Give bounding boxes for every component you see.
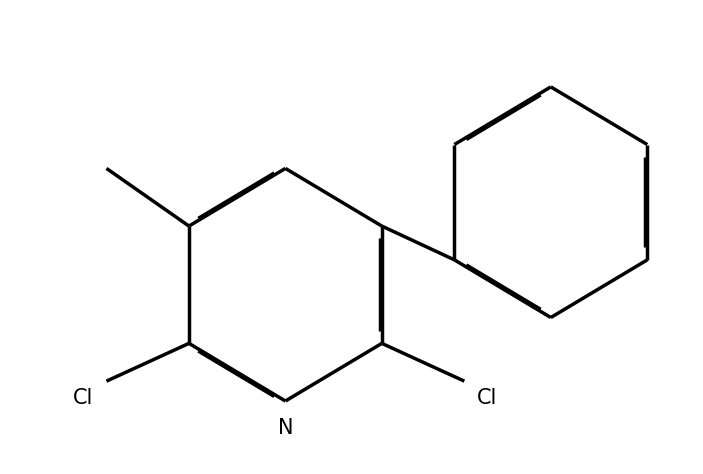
Text: Cl: Cl	[73, 388, 93, 408]
Text: N: N	[278, 418, 293, 438]
Text: Cl: Cl	[477, 388, 498, 408]
